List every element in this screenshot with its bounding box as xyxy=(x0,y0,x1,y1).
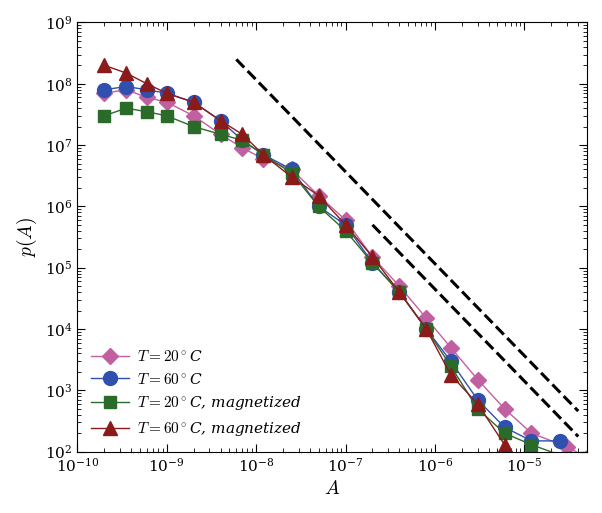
Legend: $T = 20^\circ$C, $T = 60^\circ$C, $T = 20^\circ$C, magnetized, $T = 60^\circ$C, : $T = 20^\circ$C, $T = 60^\circ$C, $T = 2… xyxy=(85,343,308,444)
$T = 60^\circ$C xyxy=(315,203,322,209)
$T = 20^\circ$C xyxy=(501,406,508,412)
$T = 60^\circ$C, magnetized xyxy=(369,254,376,260)
$T = 60^\circ$C xyxy=(528,438,535,444)
$T = 20^\circ$C xyxy=(259,155,267,162)
$T = 60^\circ$C, magnetized xyxy=(259,151,267,157)
$T = 60^\circ$C xyxy=(163,90,170,96)
$T = 60^\circ$C, magnetized xyxy=(122,70,129,76)
$T = 20^\circ$C, magnetized xyxy=(501,430,508,436)
$T = 20^\circ$C, magnetized xyxy=(342,228,349,234)
$T = 60^\circ$C xyxy=(369,260,376,266)
$T = 20^\circ$C xyxy=(288,166,296,172)
$T = 20^\circ$C, magnetized xyxy=(122,105,129,111)
$T = 20^\circ$C, magnetized xyxy=(423,326,430,332)
$T = 20^\circ$C xyxy=(474,377,481,383)
$T = 20^\circ$C, magnetized xyxy=(315,203,322,209)
$T = 60^\circ$C xyxy=(474,397,481,403)
$T = 20^\circ$C, magnetized xyxy=(217,131,224,137)
$T = 20^\circ$C, magnetized xyxy=(474,406,481,412)
$T = 20^\circ$C xyxy=(447,344,455,350)
$T = 60^\circ$C, magnetized xyxy=(315,192,322,199)
Line: $T = 20^\circ$C: $T = 20^\circ$C xyxy=(99,84,592,463)
$T = 60^\circ$C xyxy=(423,326,430,332)
$T = 20^\circ$C xyxy=(190,113,197,119)
$T = 60^\circ$C, magnetized xyxy=(447,371,455,378)
Y-axis label: $p(A)$: $p(A)$ xyxy=(15,217,39,257)
X-axis label: $A$: $A$ xyxy=(324,480,340,498)
$T = 60^\circ$C, magnetized xyxy=(143,81,150,87)
Line: $T = 60^\circ$C: $T = 60^\circ$C xyxy=(98,80,567,448)
$T = 20^\circ$C, magnetized xyxy=(369,260,376,266)
$T = 20^\circ$C, magnetized xyxy=(190,124,197,130)
$T = 60^\circ$C, magnetized xyxy=(501,442,508,448)
$T = 60^\circ$C, magnetized xyxy=(101,62,108,68)
$T = 60^\circ$C, magnetized xyxy=(163,90,170,96)
$T = 20^\circ$C xyxy=(143,94,150,101)
$T = 60^\circ$C xyxy=(396,289,403,295)
$T = 60^\circ$C xyxy=(501,424,508,430)
$T = 60^\circ$C xyxy=(342,222,349,228)
$T = 20^\circ$C xyxy=(563,444,571,450)
$T = 20^\circ$C xyxy=(423,315,430,321)
$T = 20^\circ$C xyxy=(528,430,535,436)
$T = 20^\circ$C, magnetized xyxy=(447,363,455,369)
$T = 20^\circ$C, magnetized xyxy=(528,442,535,448)
$T = 20^\circ$C xyxy=(101,90,108,96)
$T = 60^\circ$C, magnetized xyxy=(342,222,349,228)
$T = 20^\circ$C, magnetized xyxy=(583,455,591,461)
$T = 20^\circ$C xyxy=(315,192,322,199)
$T = 20^\circ$C xyxy=(583,455,591,461)
$T = 60^\circ$C, magnetized xyxy=(217,117,224,124)
Line: $T = 60^\circ$C, magnetized: $T = 60^\circ$C, magnetized xyxy=(98,58,512,451)
$T = 60^\circ$C xyxy=(122,84,129,90)
$T = 20^\circ$C, magnetized xyxy=(101,113,108,119)
$T = 20^\circ$C xyxy=(238,145,246,151)
$T = 60^\circ$C xyxy=(238,137,246,143)
$T = 60^\circ$C xyxy=(288,166,296,172)
$T = 60^\circ$C, magnetized xyxy=(288,174,296,180)
$T = 20^\circ$C, magnetized xyxy=(143,109,150,115)
Line: $T = 20^\circ$C, magnetized: $T = 20^\circ$C, magnetized xyxy=(98,102,593,464)
$T = 60^\circ$C xyxy=(190,99,197,105)
$T = 20^\circ$C, magnetized xyxy=(563,455,571,461)
$T = 60^\circ$C xyxy=(556,438,563,444)
$T = 60^\circ$C, magnetized xyxy=(396,289,403,295)
$T = 20^\circ$C xyxy=(369,254,376,260)
$T = 60^\circ$C xyxy=(101,87,108,93)
$T = 20^\circ$C xyxy=(163,99,170,105)
$T = 20^\circ$C xyxy=(396,283,403,289)
$T = 20^\circ$C xyxy=(122,87,129,93)
$T = 60^\circ$C, magnetized xyxy=(423,326,430,332)
$T = 60^\circ$C xyxy=(217,117,224,124)
$T = 60^\circ$C, magnetized xyxy=(474,401,481,407)
$T = 60^\circ$C xyxy=(143,87,150,93)
$T = 60^\circ$C, magnetized xyxy=(190,99,197,105)
$T = 60^\circ$C, magnetized xyxy=(238,131,246,137)
$T = 20^\circ$C, magnetized xyxy=(396,289,403,295)
$T = 60^\circ$C xyxy=(259,151,267,157)
$T = 20^\circ$C xyxy=(217,131,224,137)
$T = 20^\circ$C, magnetized xyxy=(238,137,246,143)
$T = 20^\circ$C, magnetized xyxy=(288,170,296,176)
$T = 20^\circ$C, magnetized xyxy=(259,151,267,157)
$T = 20^\circ$C, magnetized xyxy=(163,113,170,119)
$T = 20^\circ$C xyxy=(342,217,349,223)
$T = 60^\circ$C xyxy=(447,358,455,364)
